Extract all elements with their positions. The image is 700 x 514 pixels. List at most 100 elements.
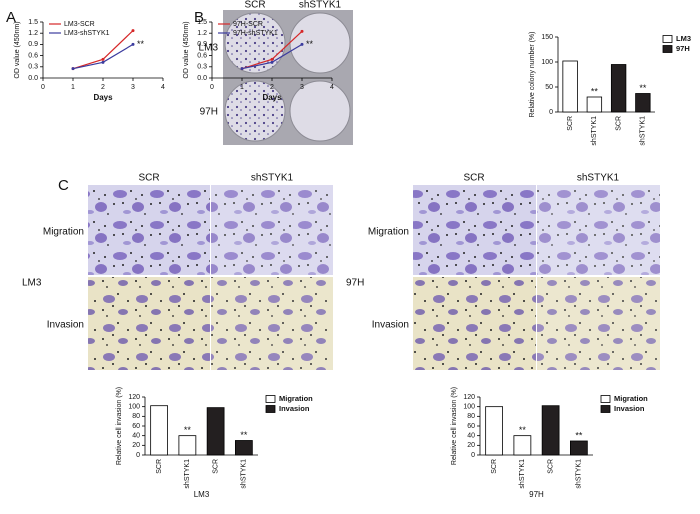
y-tick-label: 60 — [467, 423, 475, 430]
bar — [570, 440, 588, 456]
legend-label: 97H — [676, 44, 690, 53]
data-point — [240, 67, 244, 71]
legend-label: 97H-SCR — [233, 21, 263, 28]
legend-label: LM3-SCR — [64, 21, 95, 28]
bar — [635, 93, 651, 113]
bar — [610, 64, 627, 113]
y-tick-label: 20 — [467, 442, 475, 449]
x-tick-label: SCR — [547, 459, 554, 474]
x-tick-label: shSTYK1 — [519, 459, 526, 489]
bar — [150, 405, 168, 456]
y-tick-label: 0.6 — [28, 52, 38, 59]
transwell-images — [88, 185, 660, 370]
y-tick-label: 40 — [467, 433, 475, 440]
data-point — [101, 60, 105, 64]
cell-line-label: LM3 — [22, 278, 42, 289]
row-label: Invasion — [47, 320, 84, 331]
bar — [485, 406, 503, 456]
group-label: 97H — [529, 490, 544, 499]
x-tick-label: shSTYK1 — [576, 459, 583, 489]
y-tick-label: 0 — [471, 452, 475, 459]
y-tick-label: 1.5 — [28, 19, 38, 26]
panel-label: B — [194, 9, 204, 26]
x-tick-label: 2 — [101, 84, 105, 91]
annotation: ** — [639, 83, 647, 93]
legend-swatch — [600, 405, 611, 413]
x-tick-label: 2 — [270, 84, 274, 91]
x-tick-label: shSTYK1 — [591, 116, 598, 146]
legend-label: Migration — [279, 394, 313, 403]
bar — [206, 407, 225, 456]
annotation: ** — [519, 425, 527, 435]
y-tick-label: 0.3 — [28, 64, 38, 71]
y-tick-label: 120 — [463, 394, 475, 401]
y-axis-label: Relative colony number (%) — [529, 32, 536, 118]
x-tick-label: shSTYK1 — [640, 116, 647, 146]
y-tick-label: 60 — [132, 423, 140, 430]
x-axis-label: Days — [262, 93, 282, 102]
x-tick-label: 1 — [240, 84, 244, 91]
y-axis-label: OD value (450nm) — [14, 21, 21, 78]
y-tick-label: 0.9 — [197, 41, 207, 48]
bar — [178, 435, 197, 456]
annotation: ** — [575, 430, 583, 440]
series-line — [72, 43, 134, 70]
legend-swatch — [662, 35, 673, 43]
y-axis-label: Relative cell invasion (%) — [116, 387, 123, 465]
data-point — [101, 57, 105, 61]
annotation: ** — [184, 425, 192, 435]
x-tick-label: SCR — [567, 116, 574, 131]
y-tick-label: 20 — [132, 442, 140, 449]
y-tick-label: 50 — [545, 84, 553, 91]
y-axis-label: OD value (450nm) — [183, 21, 190, 78]
cell-line-label: 97H — [346, 278, 364, 289]
panel-label: A — [6, 9, 16, 26]
y-tick-label: 150 — [541, 34, 553, 41]
legend-label: Invasion — [614, 404, 645, 413]
x-axis-label: Days — [93, 93, 113, 102]
data-point — [300, 29, 304, 33]
y-tick-label: 100 — [463, 404, 475, 411]
data-point — [131, 42, 135, 46]
bar — [562, 60, 578, 113]
data-point — [270, 60, 274, 64]
panel-label: C — [58, 177, 69, 194]
y-tick-label: 0 — [136, 452, 140, 459]
column-label: shSTYK1 — [577, 173, 620, 184]
x-tick-label: shSTYK1 — [241, 459, 248, 489]
x-tick-label: 4 — [330, 84, 334, 91]
y-tick-label: 100 — [128, 404, 140, 411]
legend-swatch — [600, 395, 611, 403]
x-tick-label: 3 — [300, 84, 304, 91]
x-tick-label: 3 — [131, 84, 135, 91]
x-tick-label: SCR — [212, 459, 219, 474]
group-label: LM3 — [194, 490, 210, 499]
column-label: shSTYK1 — [251, 173, 294, 184]
y-tick-label: 0.6 — [197, 52, 207, 59]
column-label: shSTYK1 — [299, 0, 342, 11]
annotation: ** — [306, 39, 314, 49]
column-label: SCR — [138, 173, 159, 184]
x-tick-label: 0 — [41, 84, 45, 91]
row-label: Invasion — [372, 320, 409, 331]
legend-label: Migration — [614, 394, 648, 403]
data-point — [300, 42, 304, 46]
y-tick-label: 100 — [541, 59, 553, 66]
x-tick-label: 0 — [210, 84, 214, 91]
colony-images — [223, 10, 353, 145]
y-tick-label: 1.2 — [28, 30, 38, 37]
x-tick-label: shSTYK1 — [184, 459, 191, 489]
x-tick-label: SCR — [156, 459, 163, 474]
annotation: ** — [137, 39, 145, 49]
bar — [234, 440, 253, 456]
data-point — [131, 29, 135, 33]
y-tick-label: 0 — [549, 109, 553, 116]
x-tick-label: SCR — [615, 116, 622, 131]
y-tick-label: 120 — [128, 394, 140, 401]
legend-label: Invasion — [279, 404, 310, 413]
y-axis-label: Relative cell invasion (%) — [451, 387, 458, 465]
bar — [586, 96, 603, 113]
legend-label: LM3-shSTYK1 — [64, 30, 110, 37]
column-label: SCR — [463, 173, 484, 184]
legend-swatch — [662, 45, 673, 53]
